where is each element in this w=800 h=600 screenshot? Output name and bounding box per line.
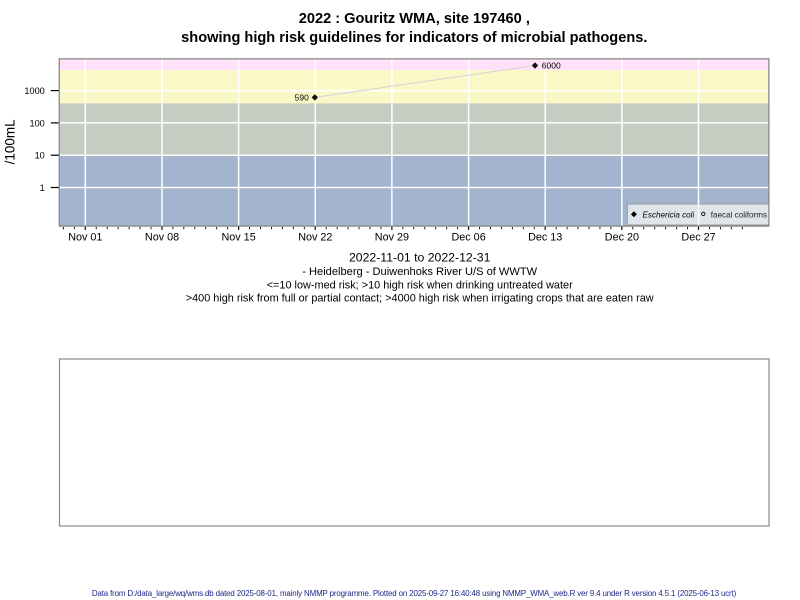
svg-text:100: 100 [29,118,44,128]
svg-text:Nov 01: Nov 01 [68,231,102,243]
svg-text:- Heidelberg - Duiwenhoks Rive: - Heidelberg - Duiwenhoks River U/S of W… [302,266,537,278]
svg-text:/100mL: /100mL [2,119,17,165]
svg-text:<=10 low-med risk; >10 high ri: <=10 low-med risk; >10 high risk when dr… [267,279,573,291]
svg-text:2022 : Gouritz WMA, site 19746: 2022 : Gouritz WMA, site 197460 , [299,11,530,27]
svg-text:6000: 6000 [542,61,561,71]
svg-text:2022-11-01 to 2022-12-31: 2022-11-01 to 2022-12-31 [349,251,491,265]
svg-text:Nov 08: Nov 08 [145,231,179,243]
svg-text:Dec 27: Dec 27 [681,231,715,243]
svg-text:Eschericia coli: Eschericia coli [643,211,695,220]
svg-text:Data from D:/data_large/wq/wms: Data from D:/data_large/wq/wms.db dated … [92,589,737,598]
svg-text:>400 high risk from full or pa: >400 high risk from full or partial cont… [186,293,654,305]
svg-text:Dec 13: Dec 13 [528,231,562,243]
svg-text:showing high risk guidelines f: showing high risk guidelines for indicat… [181,30,647,46]
svg-text:Nov 22: Nov 22 [298,231,332,243]
svg-text:590: 590 [295,92,309,102]
svg-text:1000: 1000 [24,86,44,96]
svg-text:10: 10 [35,151,45,161]
svg-text:Dec 06: Dec 06 [451,231,485,243]
svg-text:Nov 15: Nov 15 [221,231,255,243]
svg-text:1: 1 [40,183,45,193]
svg-text:Dec 20: Dec 20 [605,231,639,243]
svg-text:Nov 29: Nov 29 [375,231,409,243]
svg-text:faecal coliforms: faecal coliforms [711,211,767,220]
